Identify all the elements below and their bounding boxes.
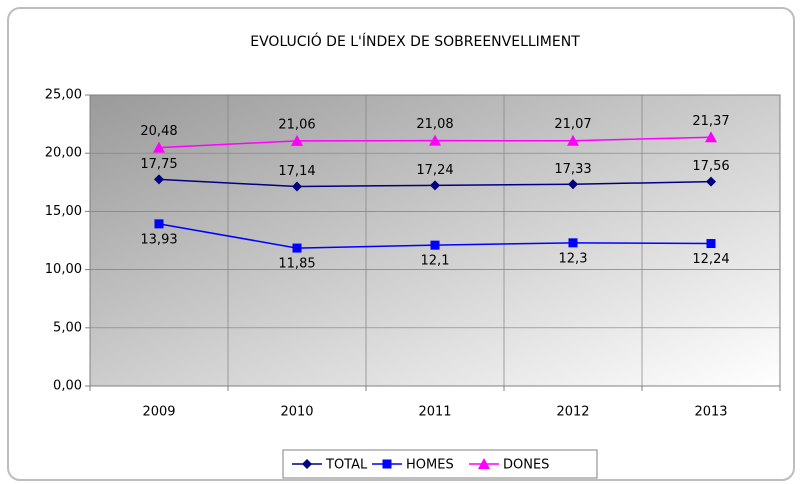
data-label: 21,37 — [692, 114, 729, 129]
data-label: 12,24 — [692, 252, 729, 267]
data-label: 20,48 — [140, 124, 177, 139]
legend-label: HOMES — [406, 458, 454, 473]
x-tick-label: 2009 — [142, 405, 175, 420]
data-label: 21,08 — [416, 117, 453, 132]
data-label: 21,06 — [278, 117, 315, 132]
data-label: 17,24 — [416, 163, 453, 178]
data-point — [154, 219, 164, 229]
legend-marker — [302, 459, 312, 469]
data-point — [292, 181, 302, 192]
x-tick-label: 2013 — [694, 405, 727, 420]
data-point — [430, 240, 440, 250]
data-label: 12,3 — [559, 251, 588, 266]
data-label: 17,33 — [554, 162, 591, 177]
data-point — [429, 134, 441, 146]
chart-title: EVOLUCIÓ DE L'ÍNDEX DE SOBREENVELLIMENT — [250, 32, 580, 50]
y-tick-label: 15,00 — [45, 204, 82, 219]
data-point — [567, 134, 579, 146]
x-tick-label: 2011 — [418, 405, 451, 420]
y-tick-label: 10,00 — [45, 262, 82, 277]
legend-label: DONES — [503, 458, 549, 473]
data-point — [154, 174, 164, 185]
data-label: 13,93 — [140, 232, 177, 247]
data-point — [705, 131, 717, 143]
data-point — [153, 141, 165, 153]
x-tick-label: 2012 — [556, 405, 589, 420]
data-label: 17,75 — [140, 157, 177, 172]
y-tick-label: 5,00 — [53, 320, 82, 335]
legend — [282, 449, 598, 479]
y-tick-label: 0,00 — [53, 379, 82, 394]
data-label: 17,56 — [692, 159, 729, 174]
y-tick-label: 20,00 — [45, 146, 82, 161]
data-point — [292, 243, 302, 253]
data-label: 11,85 — [278, 257, 315, 272]
data-label: 21,07 — [554, 117, 591, 132]
data-label: 12,1 — [421, 254, 450, 269]
data-point — [568, 179, 578, 190]
data-label: 17,14 — [278, 164, 315, 179]
x-tick-label: 2010 — [280, 405, 313, 420]
data-point — [430, 180, 440, 191]
data-point — [706, 176, 716, 187]
legend-marker — [478, 458, 490, 469]
legend-label: TOTAL — [325, 458, 368, 473]
data-point — [706, 239, 716, 249]
legend-marker — [382, 459, 392, 469]
y-tick-label: 25,00 — [45, 88, 82, 103]
data-point — [291, 134, 303, 146]
data-point — [568, 238, 578, 248]
